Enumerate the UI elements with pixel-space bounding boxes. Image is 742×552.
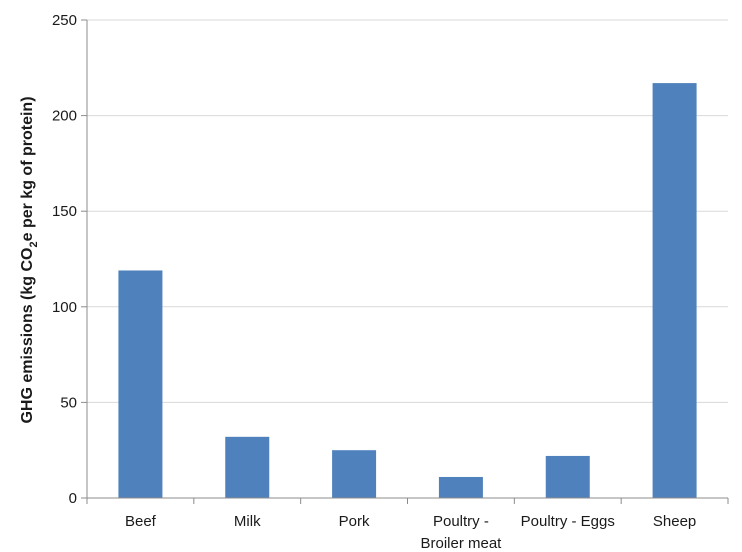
y-tick-label: 0 [69, 490, 77, 507]
axes [86, 20, 729, 504]
y-tick-label: 150 [52, 203, 77, 220]
x-category-label: Poultry - Eggs [521, 513, 615, 530]
bar [438, 476, 483, 498]
y-tick-label: 50 [60, 394, 77, 411]
y-axis-title: GHG emissions (kg CO2e per kg of protein… [19, 96, 40, 423]
bar [118, 270, 163, 498]
y-tick-label: 200 [52, 108, 77, 125]
x-category-label: Sheep [653, 513, 696, 530]
y-tick-labels: 0 50 100 150 200 250 [52, 12, 77, 507]
x-category-label: Milk [234, 513, 261, 530]
bar [225, 436, 270, 498]
x-category-labels: Beef Milk Pork Poultry -Broiler meat Poultry… [125, 513, 696, 552]
bar [332, 450, 377, 498]
bar [652, 83, 697, 498]
gridlines [81, 19, 728, 499]
bar [545, 455, 590, 498]
y-tick-label: 250 [52, 12, 77, 29]
x-category-label: Pork [339, 513, 370, 530]
x-category-label: Poultry -Broiler meat [420, 513, 502, 552]
y-tick-label: 100 [52, 299, 77, 316]
x-category-label: Beef [125, 513, 157, 530]
bars [118, 83, 697, 498]
